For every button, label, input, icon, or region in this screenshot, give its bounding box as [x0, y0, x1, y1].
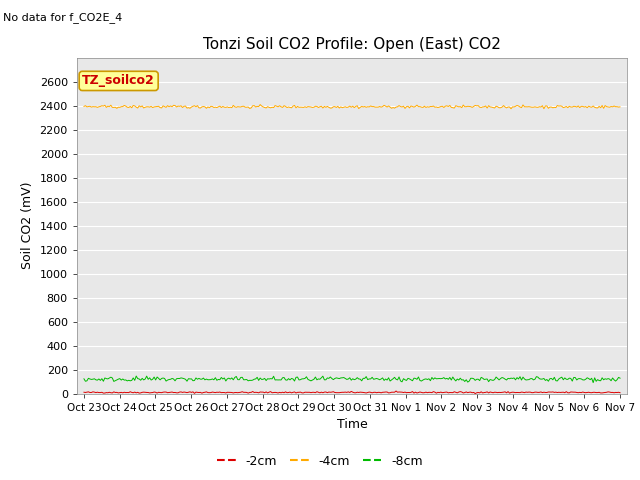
-4cm — [268, 104, 276, 110]
-8cm — [132, 373, 140, 379]
Legend: -2cm, -4cm, -8cm: -2cm, -4cm, -8cm — [212, 450, 428, 473]
-2cm — [589, 389, 597, 395]
-4cm — [240, 103, 248, 109]
-2cm — [392, 388, 400, 394]
Y-axis label: Soil CO2 (mV): Soil CO2 (mV) — [21, 182, 34, 269]
-2cm — [240, 389, 248, 395]
X-axis label: Time: Time — [337, 418, 367, 431]
Title: Tonzi Soil CO2 Profile: Open (East) CO2: Tonzi Soil CO2 Profile: Open (East) CO2 — [203, 37, 501, 52]
-4cm — [589, 103, 597, 109]
Line: -2cm: -2cm — [84, 391, 620, 394]
-8cm — [268, 376, 276, 382]
-4cm — [507, 106, 515, 112]
-4cm — [316, 104, 324, 109]
-4cm — [146, 104, 154, 110]
Line: -8cm: -8cm — [84, 376, 620, 383]
-8cm — [147, 377, 155, 383]
-4cm — [80, 104, 88, 109]
-2cm — [616, 390, 624, 396]
-8cm — [259, 376, 267, 382]
-2cm — [471, 391, 479, 396]
-2cm — [80, 389, 88, 395]
Text: TZ_soilco2: TZ_soilco2 — [83, 74, 155, 87]
-2cm — [267, 389, 275, 395]
-8cm — [588, 375, 595, 381]
-4cm — [257, 102, 264, 108]
-8cm — [589, 380, 597, 385]
-8cm — [80, 376, 88, 382]
-4cm — [259, 104, 267, 110]
-8cm — [616, 375, 624, 381]
-8cm — [316, 376, 324, 382]
-4cm — [616, 104, 624, 110]
-2cm — [315, 389, 323, 395]
Text: No data for f_CO2E_4: No data for f_CO2E_4 — [3, 12, 122, 23]
-2cm — [258, 389, 266, 395]
-2cm — [146, 390, 154, 396]
Line: -4cm: -4cm — [84, 105, 620, 109]
-8cm — [241, 377, 249, 383]
